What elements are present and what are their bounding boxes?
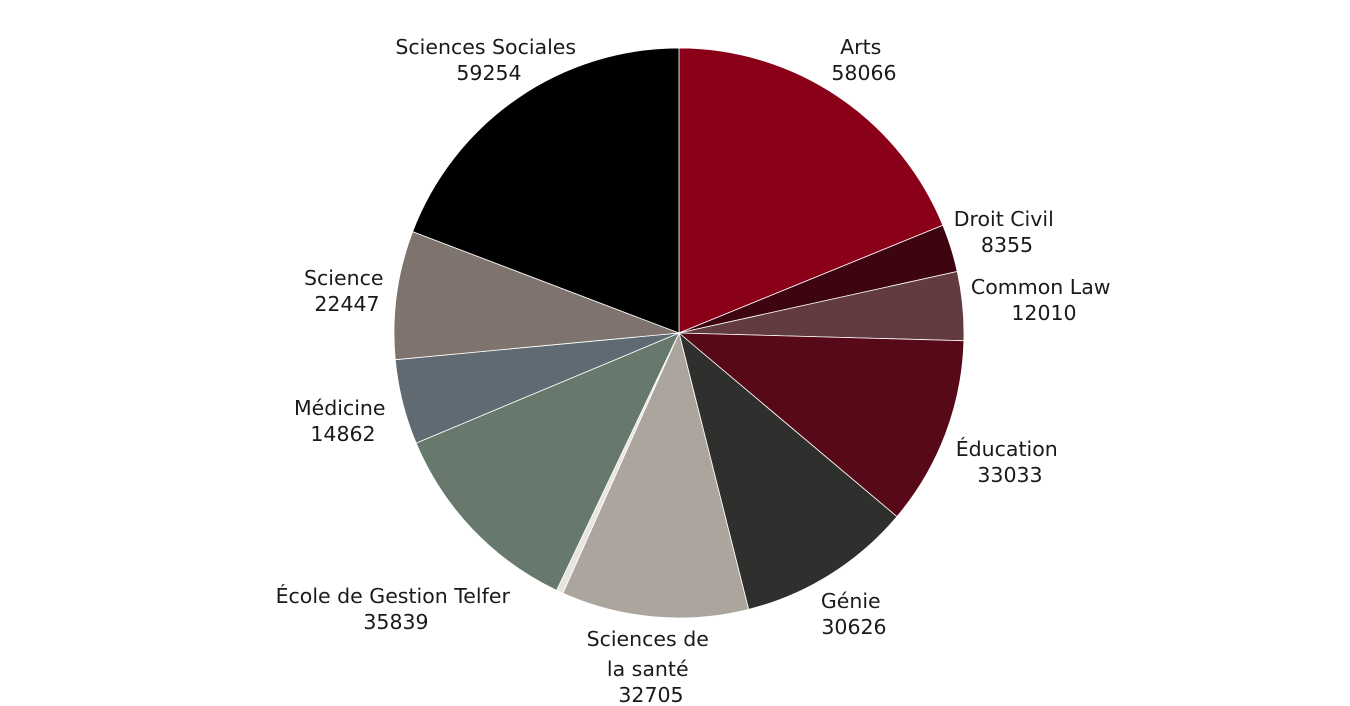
pie-slice-education bbox=[677, 332, 965, 518]
pie-slice-genie bbox=[678, 331, 898, 610]
slice-label-medicine: Médicine 14862 bbox=[294, 396, 392, 446]
slice-value-genie: 30626 bbox=[821, 615, 886, 639]
slice-label-common-law: Common Law 12010 bbox=[971, 275, 1117, 325]
pie-slice-sciences-sociales bbox=[412, 47, 680, 334]
slice-label-ecole-de-gestion-telfer: École de Gestion Telfer 35839 bbox=[276, 583, 517, 634]
slice-label-education: Éducation 33033 bbox=[956, 436, 1065, 487]
slice-value-arts: 58066 bbox=[831, 61, 896, 85]
pie-slice-sciences-de-la-sante bbox=[562, 331, 750, 619]
pie-slice-science bbox=[393, 231, 680, 361]
slice-value-science: 22447 bbox=[314, 292, 379, 316]
slice-label-genie: Génie 30626 bbox=[821, 589, 887, 639]
slice-value-sciences-sociales: 59254 bbox=[456, 61, 521, 85]
pie-labels: Arts 58066 Droit Civil 8355 Common Law 1… bbox=[276, 35, 1117, 706]
slice-value-common-law: 12010 bbox=[1011, 301, 1076, 325]
slice-value-ecole-de-gestion-telfer: 35839 bbox=[363, 610, 428, 634]
slice-value-droit-civil: 8355 bbox=[981, 233, 1033, 257]
slice-label-droit-civil: Droit Civil 8355 bbox=[954, 207, 1061, 257]
slice-label-science: Science 22447 bbox=[304, 266, 390, 316]
pie-slices bbox=[393, 47, 965, 619]
slice-label-sciences-de-la-sante: Sciences de la santé 32705 bbox=[587, 627, 716, 706]
slice-value-education: 33033 bbox=[977, 463, 1042, 487]
slice-label-arts: Arts 58066 bbox=[831, 35, 896, 85]
pie-slice-ecole-de-gestion-telfer bbox=[415, 332, 680, 591]
slice-value-medicine: 14862 bbox=[310, 422, 375, 446]
pie-slice-arts bbox=[678, 47, 944, 334]
slice-label-sciences-sociales: Sciences Sociales 59254 bbox=[395, 35, 582, 85]
slice-value-sciences-de-la-sante: 32705 bbox=[618, 683, 683, 706]
